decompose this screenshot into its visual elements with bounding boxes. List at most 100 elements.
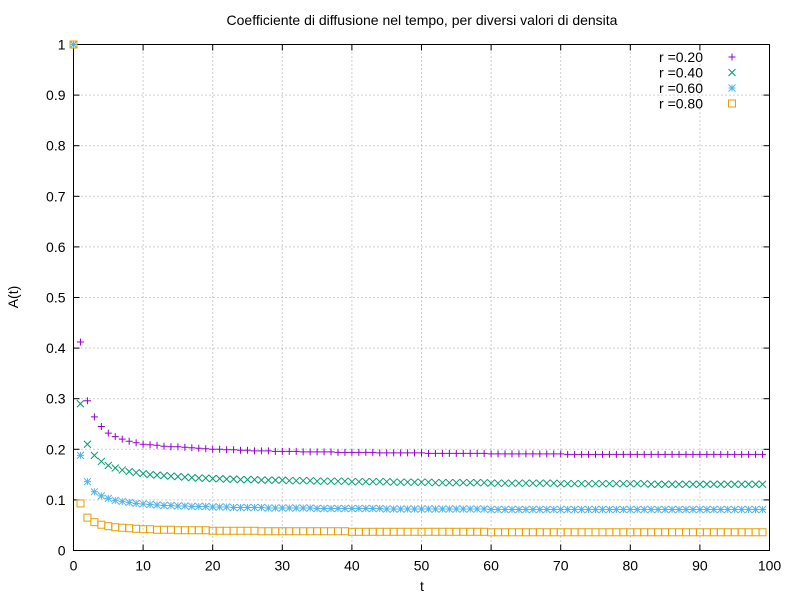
x-tick-labels: 0 10 20 30 40 50 60 70 80 90 100 — [70, 558, 782, 574]
legend-label: r =0.80 — [659, 96, 703, 112]
marker-shape — [696, 450, 704, 458]
data-point — [459, 505, 468, 513]
marker-shape — [418, 449, 425, 457]
marker-shape — [737, 505, 746, 514]
marker-shape — [299, 476, 308, 485]
marker-shape — [728, 84, 736, 92]
data-point — [466, 478, 475, 487]
marker-shape — [362, 448, 370, 456]
marker-shape — [716, 480, 725, 489]
marker-shape — [334, 477, 342, 486]
data-point — [118, 466, 127, 474]
data-point — [111, 464, 120, 472]
data-point — [542, 505, 551, 514]
marker-shape — [508, 479, 516, 488]
data-point — [696, 505, 704, 514]
marker-shape — [306, 448, 314, 456]
data-point — [703, 450, 711, 458]
data-point — [313, 477, 321, 486]
data-point — [125, 498, 134, 507]
marker-shape — [647, 450, 655, 458]
marker-shape — [139, 500, 147, 508]
marker-shape — [591, 505, 600, 514]
data-point — [438, 449, 446, 457]
marker-shape — [522, 450, 530, 458]
data-point — [647, 480, 656, 489]
plot-frame — [73, 44, 770, 551]
marker-shape — [202, 445, 210, 453]
marker-shape — [696, 505, 704, 514]
data-point — [689, 505, 697, 514]
marker-shape — [501, 505, 509, 514]
data-point — [522, 479, 530, 488]
data-point — [125, 437, 133, 445]
data-point — [703, 505, 711, 514]
marker-shape — [278, 504, 287, 512]
marker-shape — [90, 487, 99, 496]
marker-shape — [222, 475, 231, 484]
marker-shape — [194, 502, 203, 511]
data-point — [69, 40, 78, 49]
marker-shape — [549, 505, 558, 514]
marker-shape — [201, 474, 210, 482]
marker-shape — [209, 445, 217, 453]
marker-shape — [556, 479, 565, 488]
x-tick-label: 40 — [344, 558, 360, 574]
marker-shape — [355, 477, 363, 486]
data-point — [76, 451, 85, 460]
data-point — [118, 435, 126, 443]
data-point — [410, 478, 419, 487]
data-point — [723, 505, 732, 514]
marker-shape — [487, 479, 495, 488]
data-point — [334, 477, 342, 486]
marker-shape — [424, 478, 433, 487]
marker-shape — [529, 479, 537, 488]
data-point — [375, 477, 384, 486]
marker-shape — [167, 443, 175, 451]
marker-shape — [195, 444, 203, 452]
marker-shape — [585, 450, 593, 458]
data-point — [90, 487, 99, 496]
marker-shape — [661, 480, 669, 489]
data-point — [264, 476, 273, 485]
data-point — [348, 477, 356, 486]
marker-shape — [724, 450, 732, 458]
marker-shape — [703, 505, 711, 514]
marker-shape — [348, 477, 356, 486]
data-point — [591, 505, 600, 514]
marker-shape — [208, 503, 217, 511]
data-point — [633, 505, 642, 514]
data-point — [577, 505, 586, 514]
marker-shape — [438, 505, 447, 513]
data-point — [598, 479, 607, 488]
marker-shape — [215, 503, 224, 511]
data-point — [682, 480, 690, 489]
data-point — [167, 501, 175, 510]
marker-shape — [728, 99, 736, 108]
marker-shape — [411, 449, 419, 457]
data-point — [563, 505, 572, 514]
y-tick-label: 0.6 — [46, 239, 66, 255]
y-axis-label: A(t) — [5, 286, 21, 309]
marker-shape — [341, 477, 349, 486]
marker-shape — [716, 505, 725, 514]
chart-title: Coefficiente di diffusione nel tempo, pe… — [227, 12, 618, 28]
data-point — [139, 469, 147, 478]
data-point — [571, 450, 579, 458]
marker-shape — [654, 505, 662, 514]
marker-shape — [696, 480, 704, 489]
marker-shape — [299, 448, 307, 456]
data-point — [174, 472, 182, 481]
data-point — [69, 40, 78, 49]
data-point — [424, 478, 433, 487]
marker-shape — [244, 446, 251, 454]
data-point — [292, 504, 301, 512]
marker-shape — [668, 450, 676, 458]
marker-shape — [647, 505, 656, 514]
data-point — [181, 473, 189, 481]
data-point — [167, 443, 175, 451]
marker-shape — [598, 479, 607, 488]
data-point — [187, 473, 196, 482]
marker-shape — [334, 504, 342, 513]
marker-shape — [97, 423, 105, 431]
